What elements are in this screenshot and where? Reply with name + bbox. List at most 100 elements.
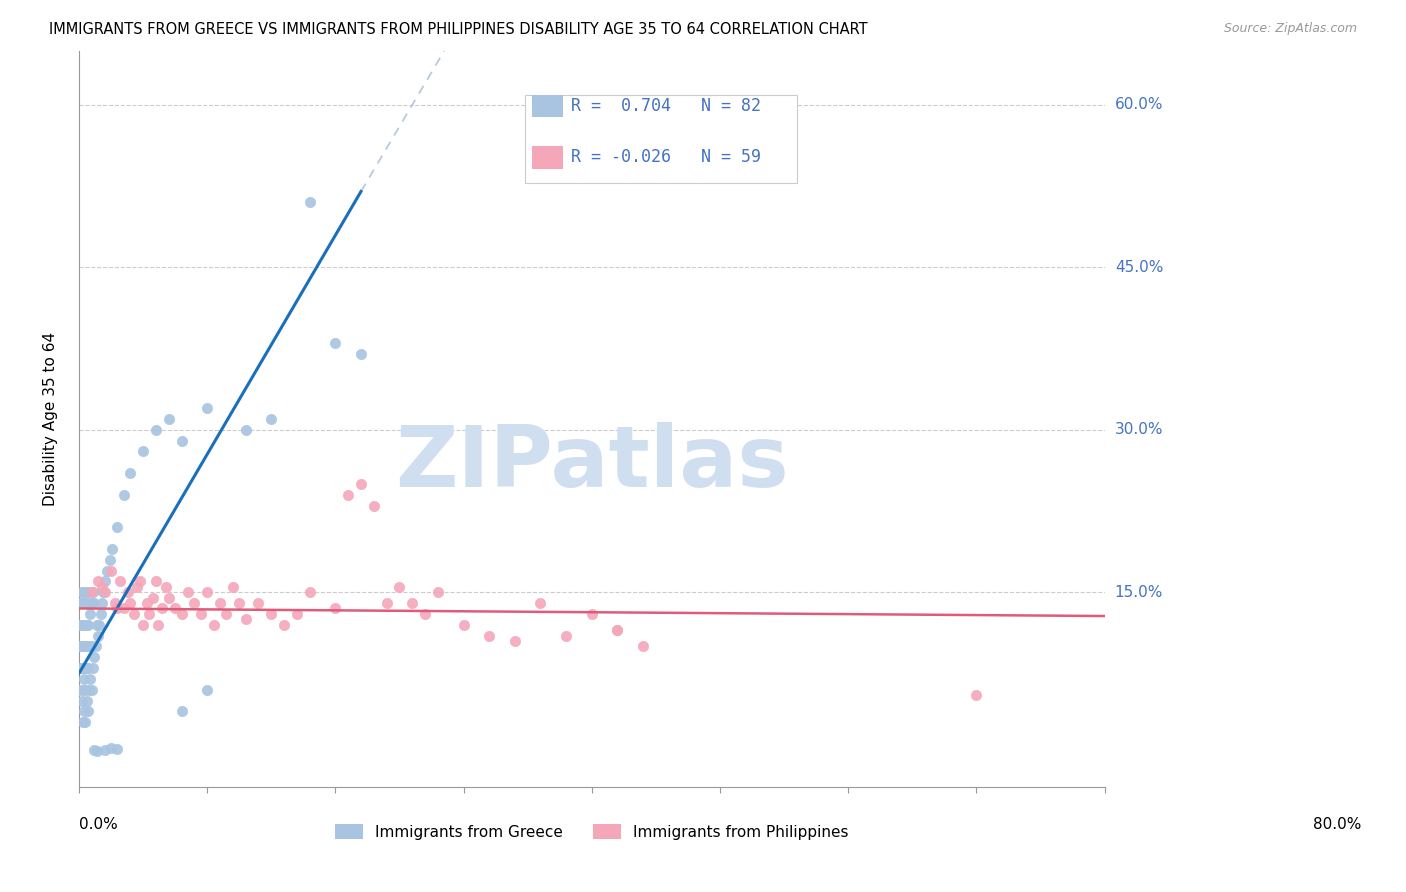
Text: 15.0%: 15.0% [1115, 584, 1163, 599]
Point [228, 596, 250, 610]
Point [247, 596, 270, 610]
Point [145, 574, 167, 589]
Point [76, 693, 98, 707]
Point [76, 640, 98, 654]
Point [170, 704, 193, 718]
Point [157, 412, 180, 426]
Point [69, 661, 91, 675]
Point [75, 661, 97, 675]
Text: R =  0.704   N = 82: R = 0.704 N = 82 [571, 97, 761, 115]
Point [70, 596, 93, 610]
Y-axis label: Disability Age 35 to 64: Disability Age 35 to 64 [44, 332, 58, 506]
Point [155, 580, 177, 594]
Point [388, 580, 411, 594]
Point [101, 541, 124, 556]
Point [157, 591, 180, 605]
Point [76, 661, 98, 675]
Text: 80.0%: 80.0% [1313, 816, 1361, 831]
Point [177, 585, 200, 599]
Text: 45.0%: 45.0% [1115, 260, 1163, 275]
Point [73, 704, 96, 718]
Point [72, 661, 94, 675]
Point [190, 607, 212, 621]
Point [77, 682, 100, 697]
Point [195, 682, 218, 697]
Point [195, 401, 218, 415]
Point [70, 661, 93, 675]
Point [82, 661, 104, 675]
Point [72, 640, 94, 654]
Point [503, 634, 526, 648]
Point [75, 715, 97, 730]
Text: 60.0%: 60.0% [1115, 97, 1163, 112]
Point [631, 640, 654, 654]
Point [87, 628, 110, 642]
Point [606, 623, 628, 637]
Point [69, 596, 91, 610]
Text: ZIPatlas: ZIPatlas [395, 422, 789, 505]
Point [87, 574, 110, 589]
Point [73, 672, 96, 686]
Point [80, 585, 103, 599]
Point [90, 607, 112, 621]
Point [72, 585, 94, 599]
Point [108, 574, 131, 589]
Point [298, 195, 321, 210]
Point [76, 585, 98, 599]
Point [117, 585, 139, 599]
Point [96, 564, 118, 578]
Point [77, 704, 100, 718]
Point [235, 612, 257, 626]
Point [104, 596, 127, 610]
Point [75, 640, 97, 654]
Point [208, 596, 231, 610]
Legend: Immigrants from Greece, Immigrants from Philippines: Immigrants from Greece, Immigrants from … [329, 818, 855, 846]
Point [93, 743, 115, 757]
Point [195, 585, 218, 599]
Point [69, 617, 91, 632]
Text: 0.0%: 0.0% [79, 816, 118, 831]
Point [73, 596, 96, 610]
Point [93, 585, 115, 599]
Point [77, 661, 100, 675]
Point [170, 434, 193, 448]
Point [73, 617, 96, 632]
Point [260, 412, 283, 426]
Point [215, 607, 238, 621]
Point [135, 596, 157, 610]
Point [581, 607, 603, 621]
Point [235, 423, 257, 437]
Point [73, 640, 96, 654]
Point [202, 617, 225, 632]
Point [107, 520, 129, 534]
Point [100, 564, 122, 578]
Point [86, 744, 108, 758]
Point [75, 617, 97, 632]
Point [120, 596, 142, 610]
Point [100, 741, 122, 756]
Point [83, 650, 105, 665]
Point [83, 743, 105, 757]
Point [125, 580, 148, 594]
Point [413, 607, 436, 621]
Text: Source: ZipAtlas.com: Source: ZipAtlas.com [1223, 22, 1357, 36]
Text: IMMIGRANTS FROM GREECE VS IMMIGRANTS FROM PHILIPPINES DISABILITY AGE 35 TO 64 CO: IMMIGRANTS FROM GREECE VS IMMIGRANTS FRO… [49, 22, 868, 37]
Text: 30.0%: 30.0% [1115, 422, 1163, 437]
Point [426, 585, 449, 599]
Point [337, 488, 360, 502]
Point [86, 617, 108, 632]
Point [606, 623, 628, 637]
Point [965, 688, 987, 702]
Point [222, 580, 245, 594]
Point [89, 617, 111, 632]
Point [350, 347, 373, 361]
Point [91, 580, 114, 594]
Point [325, 601, 347, 615]
Text: R = -0.026   N = 59: R = -0.026 N = 59 [571, 148, 761, 167]
Point [120, 466, 142, 480]
Point [79, 672, 101, 686]
Point [67, 682, 90, 697]
Point [129, 574, 152, 589]
Point [165, 601, 187, 615]
Point [77, 585, 100, 599]
